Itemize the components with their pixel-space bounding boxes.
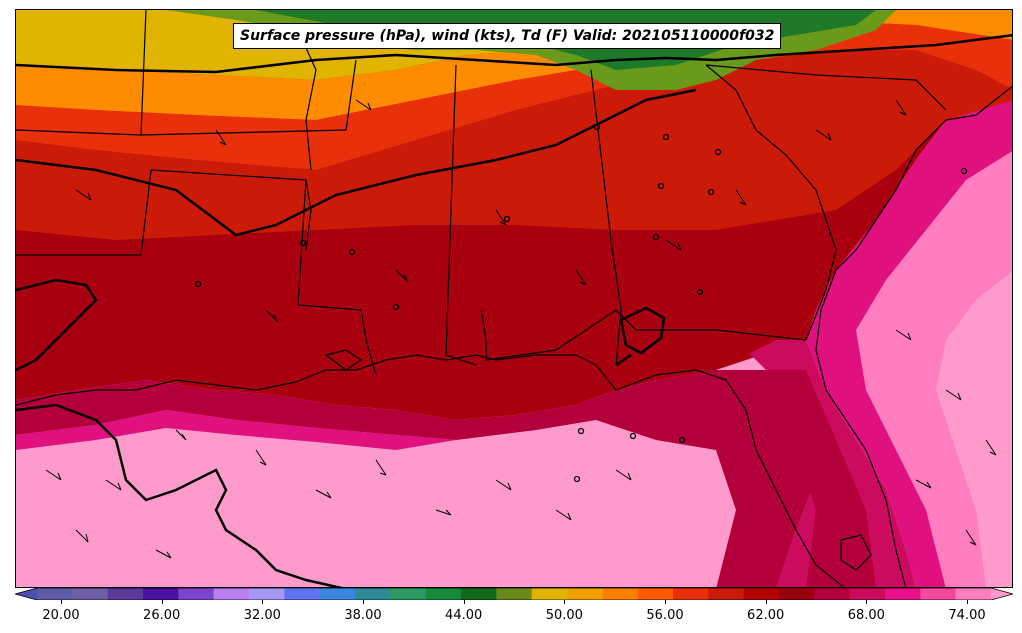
calm-markers (194, 123, 968, 483)
colorbar-tick-label: 68.00 (847, 608, 885, 623)
colorbar-segment (284, 588, 321, 600)
colorbar-segment (814, 588, 851, 600)
colorbar-segment (743, 588, 780, 600)
state-borders (16, 10, 947, 376)
colorbar-segment (673, 588, 709, 600)
colorbar-segment (37, 588, 73, 600)
colorbar-tick-mark (161, 600, 163, 604)
colorbar-segment (885, 588, 921, 600)
colorbar-tick-label: 50.00 (545, 608, 583, 623)
map-title: Surface pressure (hPa), wind (kts), Td (… (233, 23, 782, 49)
colorbar-tick-mark (967, 600, 968, 604)
red-zone (16, 50, 1012, 240)
colorbar-segment (637, 588, 674, 600)
isobars (16, 33, 1012, 587)
colorbar-segment (461, 588, 497, 600)
colorbar-segment (849, 588, 886, 600)
colorbar-segment (955, 588, 992, 600)
colorbar-tick-mark (866, 600, 868, 604)
colorbar-segment (425, 588, 462, 600)
colorbar-tick-label: 26.00 (143, 608, 181, 623)
colorbar-tick-label: 32.00 (243, 608, 281, 623)
colorbar-segment (319, 588, 356, 600)
colorbar-tick-label: 44.00 (445, 608, 483, 623)
atlantic-light-pink (936, 271, 1012, 587)
colorbar-tick-label: 56.00 (646, 608, 684, 623)
map-panel: Surface pressure (hPa), wind (kts), Td (… (15, 9, 1013, 588)
colorbar-tick-mark (61, 600, 62, 604)
colorbar-tick-label: 20.00 (42, 608, 80, 623)
colorbar-tick-mark (363, 600, 364, 604)
colorbar-tick-label: 38.00 (344, 608, 382, 623)
colorbar-segment (107, 588, 144, 600)
colorbar-segment (390, 588, 427, 600)
colorbar-segment (72, 588, 109, 600)
florida-core (756, 370, 876, 587)
colorbar-segment (920, 588, 957, 600)
orange-zone (16, 10, 1012, 120)
colorbar-tick-mark (463, 600, 465, 604)
colorbar-tick-label: 74.00 (948, 608, 986, 623)
colorbar-extend-low (15, 588, 37, 600)
wind-barbs (45, 99, 997, 559)
colorbar-tick-mark (665, 600, 666, 604)
dewpoint-map (16, 10, 1012, 587)
colorbar-segment (178, 588, 215, 600)
crimson-band (16, 370, 816, 587)
colorbar-segment (602, 588, 639, 600)
coastlines (16, 85, 1012, 587)
colorbar-segment (567, 588, 603, 600)
colorbar-segment (531, 588, 568, 600)
colorbar-segment (143, 588, 179, 600)
colorbar-tick-mark (765, 600, 767, 604)
colorbar-tick-mark (262, 600, 264, 604)
magenta-band (16, 410, 456, 450)
colorbar (15, 588, 1013, 600)
colorbar-ticks: 20.00 26.00 32.00 38.00 44.00 50.00 56.00 62.00… (0, 600, 1022, 630)
colorbar-segment (355, 588, 391, 600)
colorbar-tick-mark (564, 600, 566, 604)
colorbar-segment (496, 588, 533, 600)
colorbar-segment (213, 588, 250, 600)
colorbar-segment (249, 588, 285, 600)
colorbar-tick-label: 62.00 (747, 608, 785, 623)
colorbar-segment (779, 588, 815, 600)
colorbar-extend-high (991, 588, 1013, 600)
colorbar-segment (708, 588, 745, 600)
